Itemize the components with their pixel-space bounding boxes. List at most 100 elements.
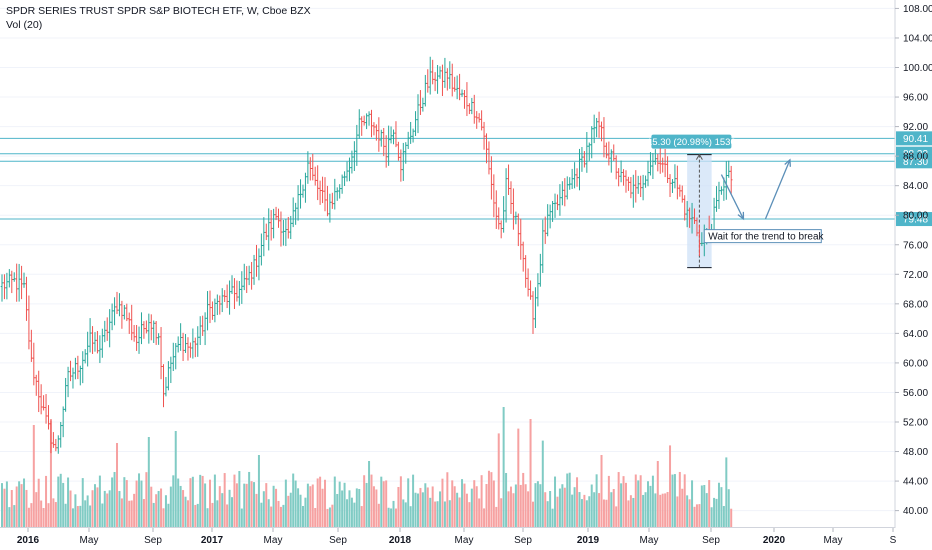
volume-bar <box>69 490 72 527</box>
ohlc-bar <box>145 320 148 334</box>
ohlc-bar <box>392 129 395 145</box>
volume-bar <box>201 475 204 527</box>
price-tick-label: 84.00 <box>903 181 928 192</box>
volume-bar <box>720 487 723 527</box>
volume-bar <box>328 507 331 527</box>
volume-bar <box>629 495 632 527</box>
ohlc-bar <box>338 184 341 199</box>
volume-bar <box>431 486 434 527</box>
volume-bar <box>257 455 260 527</box>
volume-bar <box>128 500 131 527</box>
ohlc-bar <box>470 97 474 115</box>
ohlc-bar <box>350 150 354 174</box>
note-box[interactable] <box>703 229 822 244</box>
volume-bar <box>13 505 16 527</box>
ohlc-bar <box>661 157 664 173</box>
ohlc-bar <box>622 169 625 186</box>
ohlc-bar <box>499 220 503 239</box>
measure-label-box <box>651 134 732 149</box>
ohlc-bar <box>673 164 677 189</box>
text-annotation[interactable]: Wait for the trend to break <box>703 229 825 244</box>
ohlc-bar <box>649 152 652 176</box>
ohlc-bar <box>428 56 432 95</box>
volume-bar <box>262 491 265 527</box>
volume-bar <box>25 489 28 527</box>
trend-arrow[interactable] <box>764 158 791 220</box>
trend-arrows[interactable] <box>720 158 791 221</box>
volume-bar <box>593 492 596 527</box>
ohlc-bar <box>142 321 146 339</box>
volume-bar <box>125 480 128 527</box>
volume-bar <box>226 504 229 527</box>
ohlc-bar <box>294 202 297 225</box>
ohlc-bar <box>448 61 452 89</box>
ohlc-bar <box>624 170 628 193</box>
volume-bar <box>238 471 241 527</box>
volume-bar <box>517 428 520 527</box>
volume-bar <box>656 461 659 527</box>
ohlc-bar <box>159 327 163 380</box>
volume-bar <box>57 476 60 527</box>
ohlc-bar <box>450 63 454 97</box>
price-tick-label: 56.00 <box>903 388 928 399</box>
volume-bar <box>118 491 121 527</box>
ohlc-bar <box>206 291 209 331</box>
ohlc-bar <box>184 333 187 353</box>
volume-bar <box>279 506 282 527</box>
ohlc-bar <box>372 122 376 136</box>
ohlc-bar <box>149 314 153 341</box>
ohlc-bar <box>218 295 222 315</box>
volume-bar <box>600 455 603 527</box>
volume-bar <box>390 508 393 527</box>
volume-bar <box>5 481 8 527</box>
volume-bar <box>265 483 268 527</box>
ohlc-bar <box>524 255 527 288</box>
ohlc-bar <box>49 420 53 454</box>
volume-bar <box>355 488 358 527</box>
ohlc-bar <box>98 335 102 364</box>
ohlc-bar <box>668 174 672 197</box>
ohlc-bar <box>289 215 293 240</box>
ohlc-bar <box>580 147 584 172</box>
price-axis[interactable]: 108.00 104.00 100.00 96.00 92.00 88.00 84.00 80… <box>895 4 932 517</box>
volume-bar <box>483 508 486 527</box>
ohlc-bar <box>171 342 175 372</box>
volume-bar <box>412 474 415 527</box>
ohlc-bar <box>548 204 552 229</box>
trend-arrow[interactable] <box>720 174 745 221</box>
volume-bar <box>292 473 295 527</box>
level-price-label: 90.41 <box>903 134 928 145</box>
volume-bar <box>434 501 437 527</box>
ohlc-bar <box>658 148 662 174</box>
ohlc-bar <box>360 116 364 136</box>
ohlc-bar <box>64 377 67 412</box>
volume-bar <box>659 494 662 527</box>
ohlc-bar <box>284 218 288 247</box>
ohlc-bar <box>646 160 650 187</box>
volume-bar <box>86 495 89 527</box>
volume-bar <box>382 481 385 527</box>
volume-bar <box>605 499 608 527</box>
volume-bar <box>243 483 246 527</box>
volume-bar <box>81 478 84 527</box>
time-axis[interactable]: 2016 May Sep 2017 May Sep 2018 May Sep 2019 May Sep… <box>17 528 897 546</box>
volume-bar <box>436 501 439 527</box>
price-tick-label: 108.00 <box>903 4 932 15</box>
volume-bar <box>688 499 691 527</box>
volume-bar <box>338 481 341 527</box>
volume-bar <box>306 483 309 527</box>
volume-bar <box>615 506 618 527</box>
volume-bar <box>253 482 256 527</box>
volume-bar <box>272 485 275 527</box>
volume-bar <box>397 486 400 527</box>
volume-bar <box>59 473 62 527</box>
volume-bar <box>544 492 547 527</box>
ohlc-bar <box>619 160 623 183</box>
ohlc-bar <box>375 124 378 141</box>
ohlc-bar <box>269 210 273 241</box>
ohlc-bar <box>671 179 674 193</box>
ohlc-bar <box>220 288 224 313</box>
volume-bar <box>681 488 684 527</box>
